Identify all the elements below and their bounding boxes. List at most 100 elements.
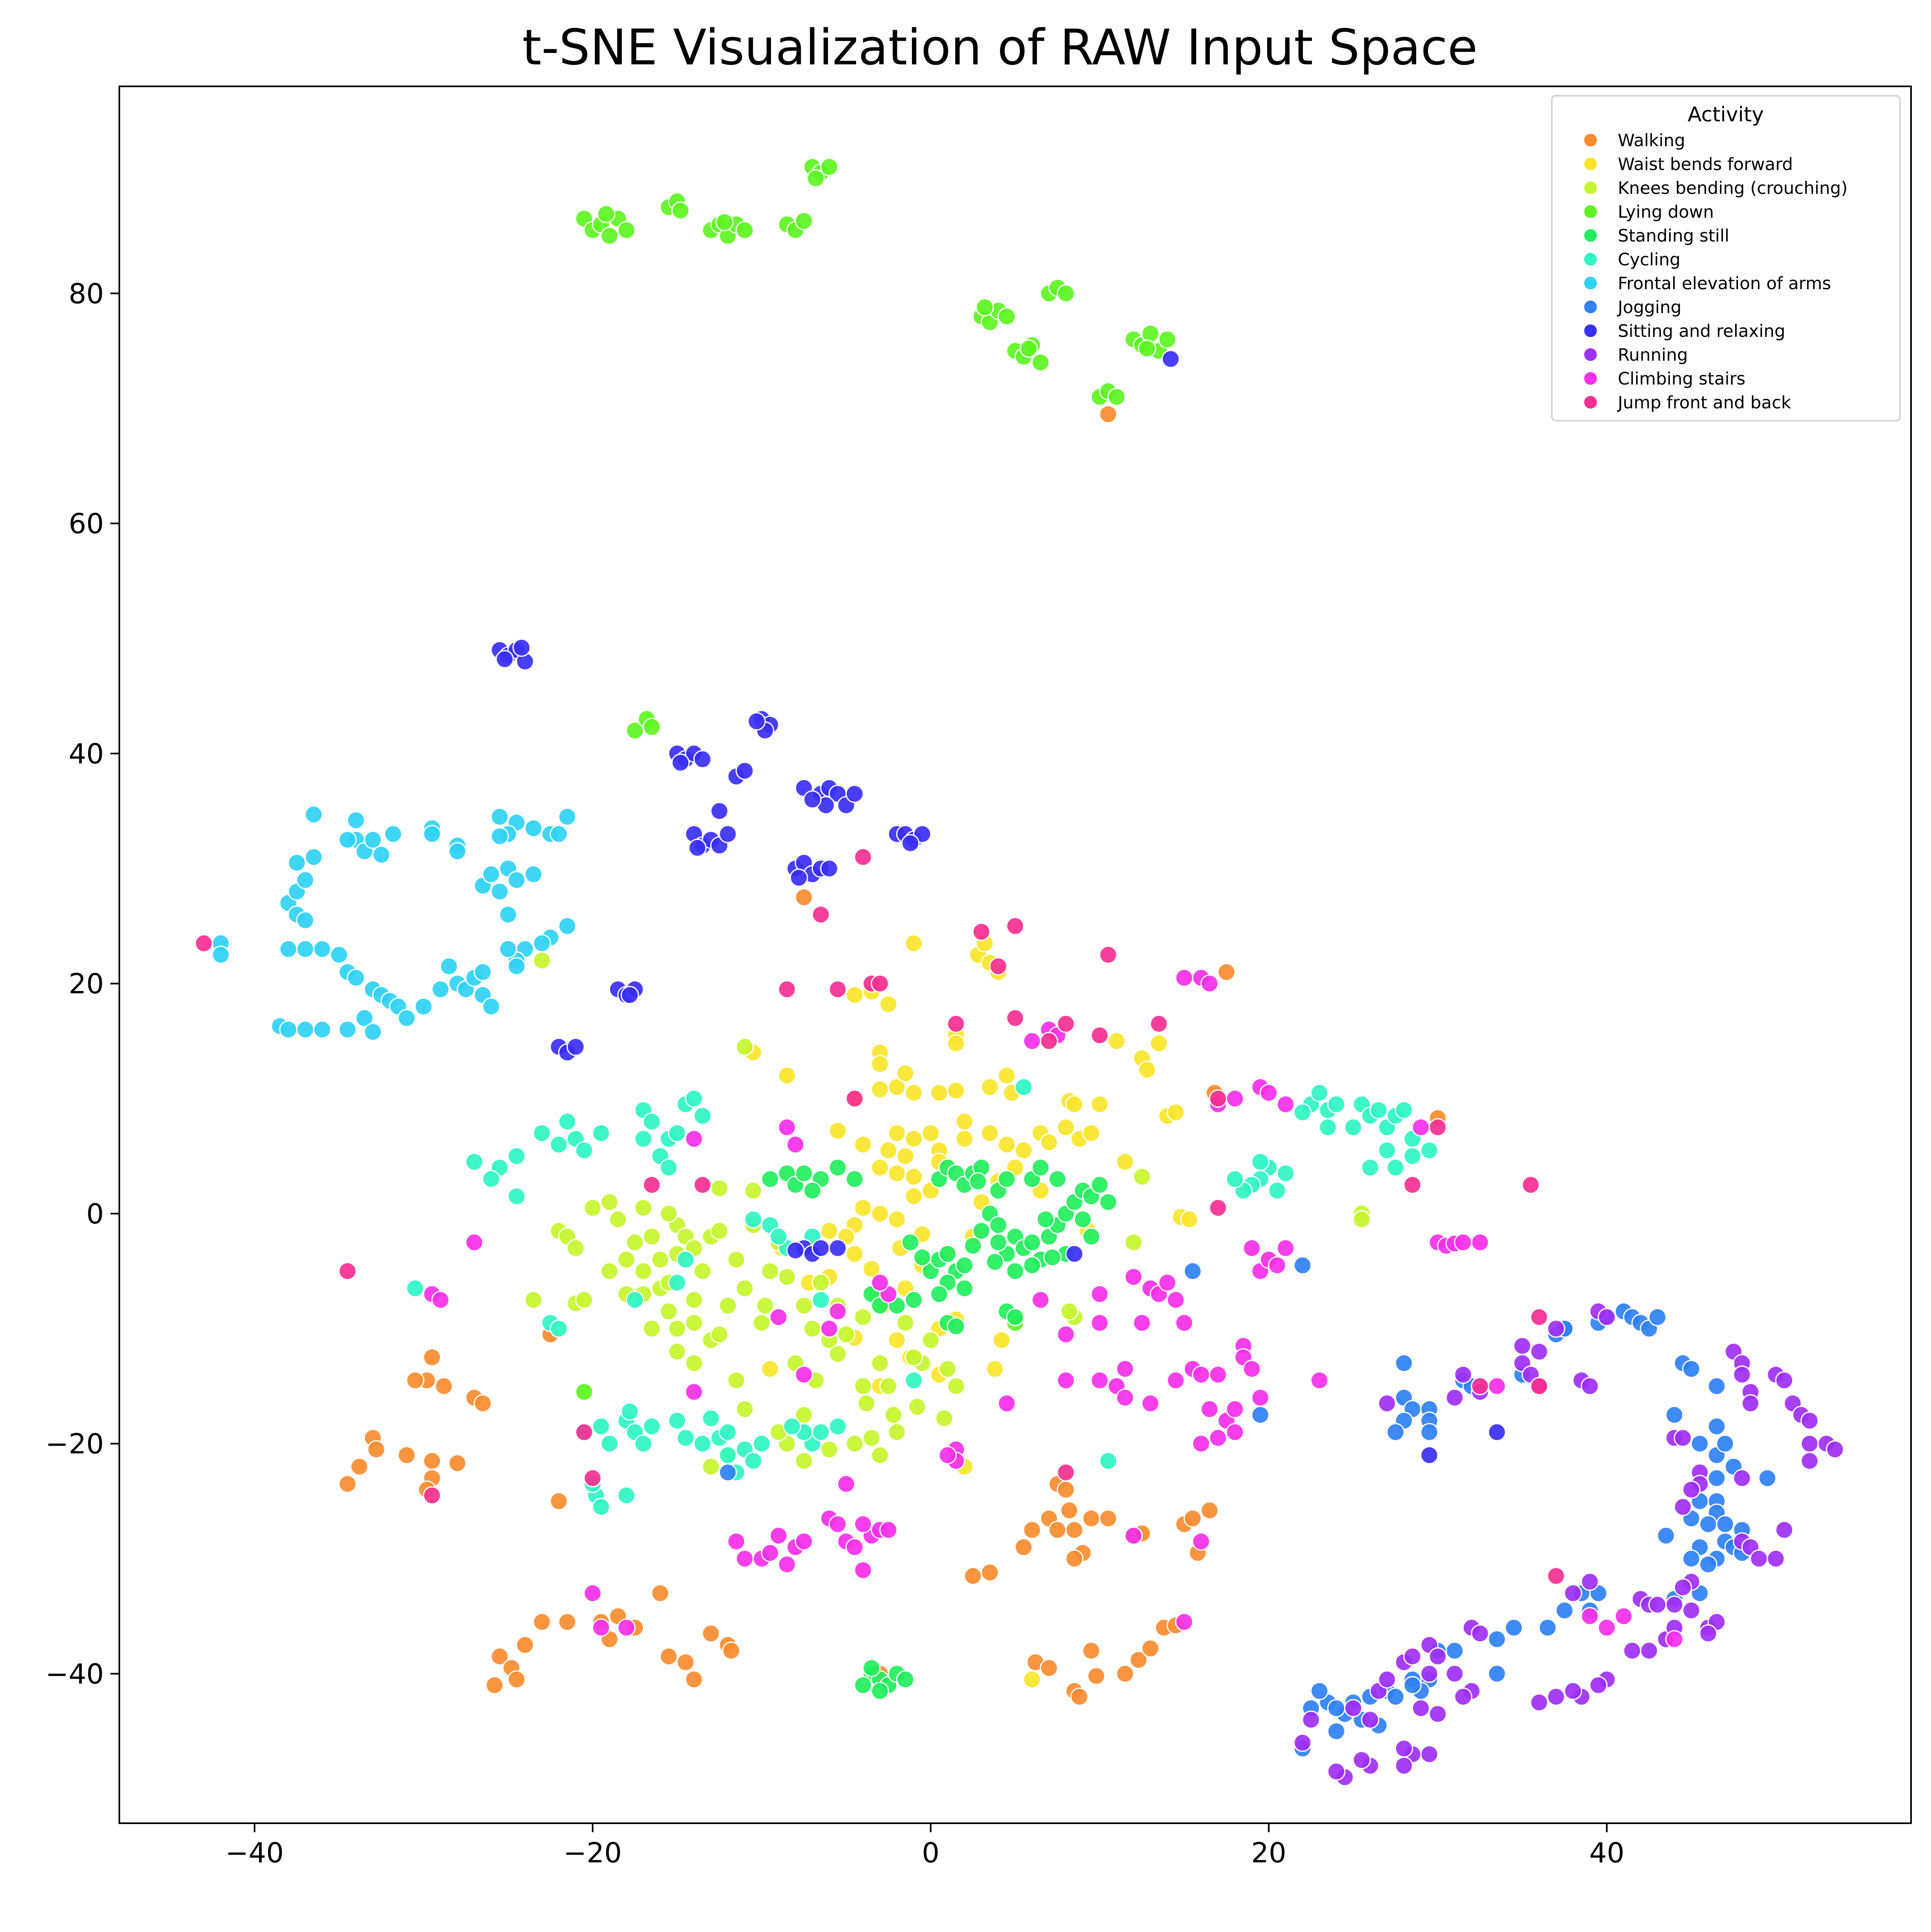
- point-8-29: [718, 825, 737, 843]
- point-11-3: [575, 1423, 593, 1442]
- point-10-99: [1192, 1532, 1210, 1551]
- point-2-49: [702, 1457, 720, 1476]
- point-9-86: [1581, 1572, 1599, 1591]
- legend-label: Jump front and back: [1617, 393, 1791, 413]
- point-0-49: [1065, 1550, 1084, 1568]
- point-11-26: [1209, 1198, 1227, 1217]
- point-1-55: [905, 1187, 923, 1206]
- point-4-42: [955, 1256, 974, 1275]
- point-8-24: [845, 785, 864, 803]
- point-9-66: [1395, 1739, 1413, 1758]
- point-1-24: [879, 1141, 898, 1160]
- point-4-40: [938, 1244, 957, 1263]
- point-2-7: [634, 1262, 652, 1281]
- point-10-98: [617, 1618, 636, 1637]
- y-tick-label: −40: [45, 1658, 104, 1690]
- point-10-80: [1259, 1084, 1278, 1102]
- point-7-77: [1403, 1676, 1422, 1695]
- point-5-23: [592, 1417, 611, 1436]
- point-2-89: [756, 1296, 774, 1315]
- point-11-20: [1057, 1014, 1075, 1033]
- legend-items: Walking Waist bends forward Knees bending …: [1583, 130, 1848, 413]
- point-10-45: [1167, 1290, 1185, 1309]
- point-2-38: [888, 1423, 906, 1442]
- point-0-43: [1060, 1501, 1079, 1520]
- legend-marker: [1583, 395, 1598, 410]
- point-7-53: [1555, 1601, 1574, 1620]
- plot-frame: [119, 86, 1912, 1824]
- point-5-30: [676, 1429, 695, 1447]
- point-1-41: [1116, 1152, 1134, 1171]
- point-11-10: [845, 1089, 864, 1108]
- point-5-82: [1226, 1170, 1244, 1189]
- point-9-28: [1674, 1429, 1692, 1447]
- point-5-54: [406, 1279, 424, 1298]
- point-0-70: [1099, 405, 1118, 424]
- point-4-14: [997, 1170, 1016, 1189]
- point-2-47: [727, 1371, 746, 1390]
- point-2-66: [1124, 1233, 1143, 1252]
- point-8-36: [789, 868, 808, 887]
- point-2-35: [854, 1308, 872, 1326]
- point-3-3: [600, 226, 619, 245]
- point-9-76: [1403, 1647, 1422, 1666]
- point-11-8: [811, 905, 830, 924]
- point-10-2: [431, 1290, 450, 1309]
- point-1-32: [997, 1135, 1016, 1154]
- y-tick-label: 80: [68, 278, 104, 310]
- point-2-30: [778, 1268, 796, 1286]
- point-10-8: [795, 1365, 813, 1384]
- point-11-30: [1521, 1176, 1540, 1194]
- y-tick-label: 20: [68, 968, 104, 1000]
- point-5-85: [1276, 1164, 1295, 1182]
- point-10-60: [1268, 1256, 1287, 1275]
- point-4-37: [1023, 1256, 1041, 1275]
- point-5-42: [811, 1423, 830, 1442]
- point-0-18: [490, 1647, 509, 1666]
- point-5-40: [617, 1486, 636, 1505]
- point-8-37: [820, 859, 839, 878]
- point-10-40: [1124, 1268, 1143, 1286]
- legend-marker: [1583, 156, 1598, 171]
- point-11-27: [1403, 1176, 1422, 1194]
- point-6-28: [414, 997, 433, 1016]
- point-10-68: [1090, 1371, 1109, 1390]
- legend-title: Activity: [1688, 103, 1764, 126]
- legend-marker: [1583, 204, 1598, 219]
- legend: Activity Walking Waist bends forward Knees…: [1551, 95, 1901, 422]
- y-tick-label: 0: [86, 1198, 104, 1230]
- point-11-2: [423, 1486, 442, 1505]
- point-5-24: [600, 1434, 619, 1453]
- point-9-31: [1682, 1480, 1700, 1499]
- point-7-75: [1251, 1406, 1270, 1424]
- point-6-46: [499, 905, 517, 924]
- point-9-19: [1775, 1371, 1794, 1390]
- point-11-13: [871, 974, 889, 993]
- point-2-76: [626, 1233, 644, 1252]
- point-2-50: [938, 1360, 957, 1378]
- legend-frame: [1551, 95, 1901, 422]
- point-4-66: [845, 1170, 864, 1189]
- point-10-28: [879, 1521, 898, 1539]
- point-3-38: [1107, 387, 1126, 406]
- point-5-9: [592, 1124, 611, 1143]
- y-tick-label: −20: [45, 1428, 104, 1460]
- point-8-57: [1487, 1423, 1506, 1442]
- point-6-9: [304, 805, 323, 824]
- point-1-27: [921, 1124, 940, 1143]
- point-10-70: [997, 1394, 1016, 1413]
- point-1-13: [896, 1064, 915, 1083]
- point-6-51: [558, 807, 577, 826]
- point-9-32: [1674, 1497, 1692, 1516]
- point-10-64: [1192, 1434, 1210, 1453]
- point-5-29: [668, 1411, 686, 1430]
- point-5-53: [676, 1250, 695, 1269]
- point-8-5: [512, 638, 531, 657]
- point-8-22: [803, 790, 822, 809]
- point-10-37: [1090, 1314, 1109, 1332]
- point-8-55: [1065, 1244, 1084, 1263]
- point-4-16: [989, 1216, 1008, 1235]
- point-1-49: [905, 1167, 923, 1186]
- point-11-29: [1471, 1377, 1489, 1396]
- point-6-10: [347, 811, 365, 830]
